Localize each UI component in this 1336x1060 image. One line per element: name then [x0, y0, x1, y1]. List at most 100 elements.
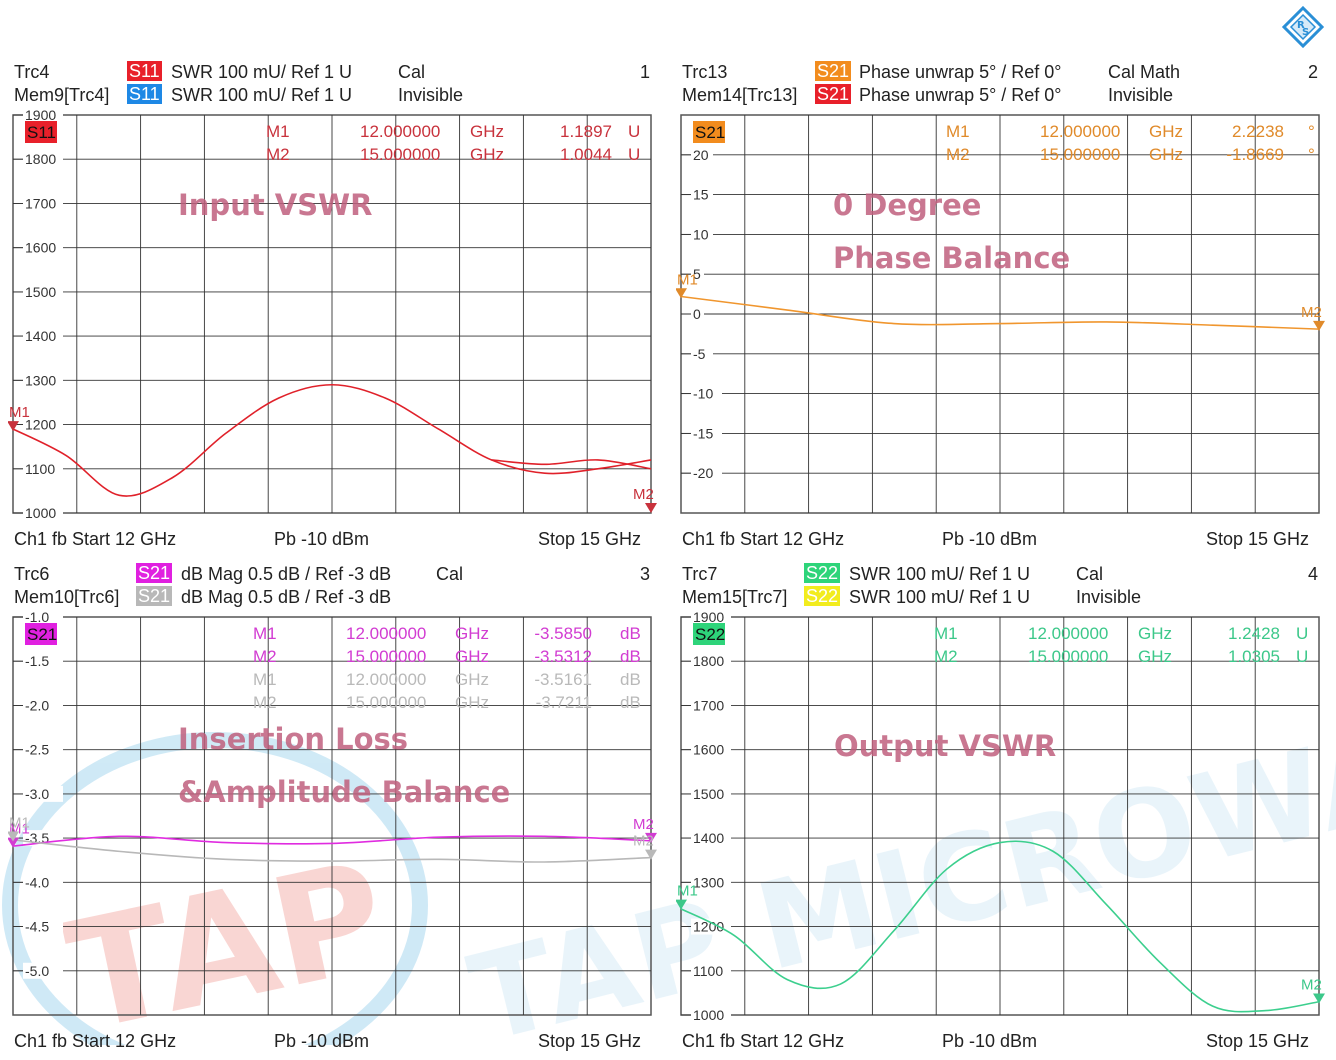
channel-stop[interactable]: Stop 15 GHz	[538, 1031, 641, 1052]
annotation-text: 0 Degree	[833, 188, 981, 222]
y-tick-label: 1400	[25, 328, 56, 344]
annotation-text: Output VSWR	[834, 729, 1056, 763]
channel-start[interactable]: Ch1 fb Start 12 GHz	[14, 1031, 176, 1052]
annotation-text: Input VSWR	[178, 188, 372, 222]
channel-power[interactable]: Pb -10 dBm	[274, 529, 369, 550]
y-tick-label: -15	[693, 425, 713, 441]
marker-freq: 15.000000	[346, 647, 426, 666]
marker-label: M1	[677, 271, 698, 288]
active-trace-badge-label: S11	[27, 123, 56, 142]
marker-unit: GHz	[455, 693, 489, 712]
marker-vunit: °	[1308, 122, 1315, 141]
marker-label: M1	[9, 815, 30, 832]
marker-freq: 15.000000	[1040, 145, 1120, 164]
svg-text:S: S	[1302, 27, 1309, 38]
marker-label: M2	[633, 833, 654, 850]
y-tick-label: 1500	[693, 786, 724, 802]
marker-value: -3.5161	[534, 670, 592, 689]
y-tick-label: -5.0	[25, 963, 49, 979]
y-tick-label: 15	[693, 187, 709, 203]
marker-value: 1.0044	[560, 145, 612, 164]
y-tick-label: -4.0	[25, 874, 49, 890]
marker-unit: GHz	[1138, 647, 1172, 666]
marker-freq: 15.000000	[346, 693, 426, 712]
y-tick-label: -20	[693, 465, 713, 481]
marker-label: M1	[9, 404, 30, 421]
channel-start[interactable]: Ch1 fb Start 12 GHz	[682, 1031, 844, 1052]
active-trace-badge-label: S22	[695, 625, 725, 644]
channel-footer: Ch1 fb Start 12 GHz Pb -10 dBm Stop 15 GHz	[676, 1029, 1331, 1055]
marker-vunit: U	[1296, 624, 1308, 643]
marker-unit: GHz	[470, 145, 504, 164]
y-tick-label: 1100	[25, 461, 55, 477]
y-tick-label: 1800	[25, 151, 56, 167]
channel-footer: Ch1 fb Start 12 GHz Pb -10 dBm Stop 15 GHz	[8, 1029, 663, 1055]
channel-power[interactable]: Pb -10 dBm	[942, 529, 1037, 550]
y-tick-label: 1000	[25, 505, 56, 521]
marker-vunit: U	[628, 145, 640, 164]
marker-value: 1.0305	[1228, 647, 1280, 666]
trace-diagram[interactable]: 1000110012001300140015001600170018001900…	[676, 562, 1331, 1032]
marker-name: M1	[946, 122, 970, 141]
marker-name: M2	[946, 145, 970, 164]
marker-name: M1	[253, 670, 277, 689]
marker-unit: GHz	[455, 647, 489, 666]
marker-label: M2	[633, 486, 654, 503]
marker-triangle[interactable]	[8, 421, 19, 431]
marker-freq: 12.000000	[1040, 122, 1120, 141]
trace-diagram[interactable]: 1000110012001300140015001600170018001900…	[8, 60, 663, 530]
marker-name: M2	[266, 145, 290, 164]
marker-vunit: dB	[620, 647, 641, 666]
y-tick-label: 10	[693, 226, 709, 242]
annotation-text: Phase Balance	[833, 241, 1070, 275]
channel-start[interactable]: Ch1 fb Start 12 GHz	[682, 529, 844, 550]
y-tick-label: -2.0	[25, 697, 49, 713]
channel-footer: Ch1 fb Start 12 GHz Pb -10 dBm Stop 15 GHz	[676, 527, 1331, 553]
y-tick-label: 1000	[693, 1007, 724, 1023]
channel-power[interactable]: Pb -10 dBm	[274, 1031, 369, 1052]
y-tick-label: 1100	[693, 963, 723, 979]
channel-stop[interactable]: Stop 15 GHz	[1206, 529, 1309, 550]
marker-unit: GHz	[455, 624, 489, 643]
marker-name: M2	[934, 647, 958, 666]
marker-vunit: °	[1308, 145, 1315, 164]
marker-freq: 15.000000	[1028, 647, 1108, 666]
marker-value: -3.5850	[534, 624, 592, 643]
marker-name: M1	[266, 122, 290, 141]
channel-stop[interactable]: Stop 15 GHz	[1206, 1031, 1309, 1052]
marker-freq: 12.000000	[1028, 624, 1108, 643]
y-tick-label: 1700	[693, 697, 724, 713]
y-tick-label: 1600	[25, 240, 56, 256]
channel-start[interactable]: Ch1 fb Start 12 GHz	[14, 529, 176, 550]
channel-stop[interactable]: Stop 15 GHz	[538, 529, 641, 550]
marker-label: M2	[1301, 304, 1322, 321]
marker-freq: 12.000000	[360, 122, 440, 141]
y-tick-label: -10	[693, 386, 713, 402]
y-tick-label: -2.5	[25, 742, 49, 758]
y-tick-label: -3.0	[25, 786, 49, 802]
marker-vunit: U	[1296, 647, 1308, 666]
marker-freq: 12.000000	[346, 624, 426, 643]
marker-triangle[interactable]	[676, 900, 687, 910]
active-trace-badge-label: S21	[695, 123, 725, 142]
marker-name: M1	[253, 624, 277, 643]
marker-name: M2	[253, 693, 277, 712]
marker-vunit: dB	[620, 670, 641, 689]
y-tick-label: 1900	[693, 609, 724, 625]
marker-unit: GHz	[470, 122, 504, 141]
marker-unit: GHz	[1149, 145, 1183, 164]
marker-label: M2	[1301, 977, 1322, 994]
marker-value: -3.7211	[536, 693, 592, 712]
marker-label: M1	[677, 883, 698, 900]
channel-power[interactable]: Pb -10 dBm	[942, 1031, 1037, 1052]
marker-triangle[interactable]	[645, 503, 657, 513]
y-tick-label: 1500	[25, 284, 56, 300]
y-tick-label: 20	[693, 147, 709, 163]
y-tick-label: 1400	[693, 830, 724, 846]
y-tick-label: 1700	[25, 195, 56, 211]
